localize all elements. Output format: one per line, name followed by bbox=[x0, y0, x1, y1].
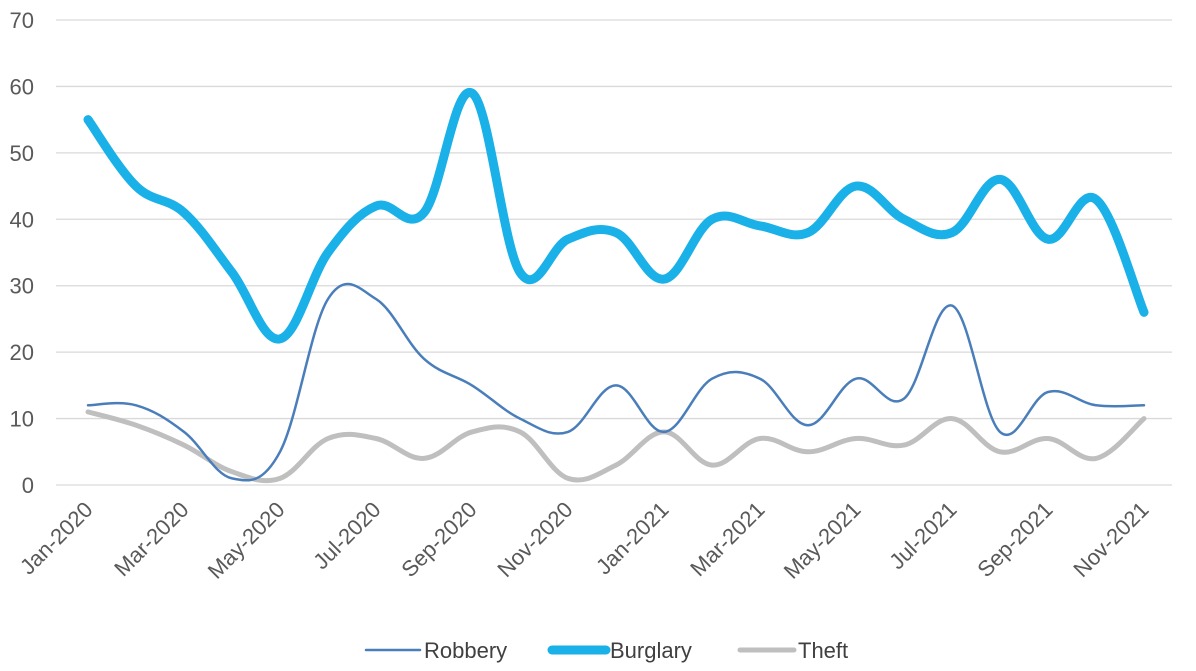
x-tick-label: Jul-2021 bbox=[884, 497, 961, 574]
x-tick-label: Sep-2021 bbox=[972, 497, 1057, 582]
legend-item-theft: Theft bbox=[737, 638, 848, 663]
y-axis: 0 10 20 30 40 50 60 70 bbox=[10, 8, 34, 498]
series-line-robbery bbox=[86, 282, 1146, 482]
x-tick-label: Nov-2020 bbox=[492, 497, 577, 582]
y-tick-label: 0 bbox=[22, 473, 34, 498]
y-tick-label: 70 bbox=[10, 8, 34, 33]
y-tick-label: 10 bbox=[10, 407, 34, 432]
series-line-burglary bbox=[83, 88, 1149, 344]
legend-label: Theft bbox=[798, 638, 848, 663]
legend: Robbery Burglary Theft bbox=[364, 638, 848, 663]
y-tick-label: 60 bbox=[10, 74, 34, 99]
series-lines bbox=[83, 88, 1149, 484]
x-tick-label: Jul-2020 bbox=[308, 497, 385, 574]
y-tick-label: 30 bbox=[10, 274, 34, 299]
x-tick-label: May-2020 bbox=[203, 497, 290, 584]
legend-item-robbery: Robbery bbox=[364, 638, 507, 663]
legend-label: Burglary bbox=[610, 638, 692, 663]
x-tick-label: Sep-2020 bbox=[396, 497, 481, 582]
gridlines bbox=[56, 19, 1172, 420]
series-line-theft bbox=[85, 409, 1147, 484]
y-tick-label: 50 bbox=[10, 141, 34, 166]
x-tick-label: Nov-2021 bbox=[1068, 497, 1153, 582]
x-tick-label: Mar-2021 bbox=[685, 497, 769, 581]
x-tick-label: Jan-2021 bbox=[591, 497, 674, 580]
x-tick-label: Mar-2020 bbox=[109, 497, 193, 581]
x-axis: Jan-2020 Mar-2020 May-2020 Jul-2020 Sep-2020… bbox=[15, 497, 1154, 584]
legend-label: Robbery bbox=[424, 638, 507, 663]
legend-item-burglary: Burglary bbox=[547, 638, 692, 663]
x-tick-label: May-2021 bbox=[779, 497, 866, 584]
x-tick-label: Jan-2020 bbox=[15, 497, 98, 580]
y-tick-label: 40 bbox=[10, 207, 34, 232]
y-tick-label: 20 bbox=[10, 340, 34, 365]
